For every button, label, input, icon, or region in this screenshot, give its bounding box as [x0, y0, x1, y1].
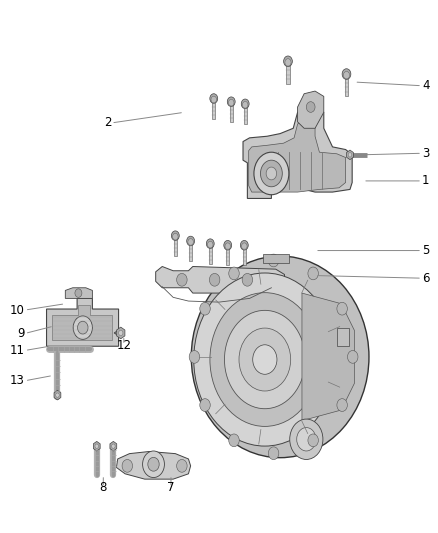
Circle shape [56, 393, 59, 397]
Polygon shape [155, 266, 285, 293]
Circle shape [177, 273, 187, 286]
Circle shape [242, 273, 253, 286]
Circle shape [224, 240, 232, 250]
Circle shape [268, 254, 279, 267]
Circle shape [261, 160, 283, 187]
Text: 3: 3 [422, 147, 429, 160]
Circle shape [254, 152, 289, 195]
Circle shape [200, 302, 210, 315]
Circle shape [347, 351, 358, 364]
Circle shape [239, 328, 291, 391]
Text: 4: 4 [422, 79, 430, 92]
Circle shape [229, 99, 234, 106]
Bar [226, 245, 229, 265]
Circle shape [227, 97, 235, 107]
Circle shape [95, 444, 99, 448]
Circle shape [209, 273, 220, 286]
Circle shape [210, 293, 320, 426]
Bar [174, 236, 177, 256]
Circle shape [240, 240, 248, 250]
Circle shape [337, 399, 347, 411]
Circle shape [225, 243, 230, 249]
Circle shape [189, 351, 200, 364]
Circle shape [241, 99, 249, 109]
Circle shape [308, 267, 318, 280]
Circle shape [348, 153, 352, 157]
Circle shape [290, 419, 323, 459]
Polygon shape [302, 293, 354, 421]
Circle shape [208, 241, 213, 248]
Bar [230, 102, 233, 122]
Circle shape [122, 459, 133, 472]
Circle shape [308, 434, 318, 447]
Text: 12: 12 [117, 338, 131, 352]
Polygon shape [117, 451, 191, 479]
Text: 11: 11 [10, 344, 25, 357]
Circle shape [210, 94, 218, 103]
Circle shape [285, 59, 291, 66]
Circle shape [229, 267, 239, 280]
Circle shape [73, 316, 92, 340]
Circle shape [194, 273, 336, 446]
Circle shape [119, 330, 123, 336]
Circle shape [224, 310, 305, 409]
Bar [286, 61, 290, 84]
Text: 10: 10 [10, 304, 25, 317]
Circle shape [229, 434, 239, 447]
Text: 9: 9 [17, 327, 25, 340]
Circle shape [243, 101, 248, 108]
Circle shape [171, 231, 179, 240]
Polygon shape [346, 150, 353, 160]
Text: 6: 6 [422, 272, 430, 285]
Bar [244, 104, 247, 124]
Bar [212, 99, 215, 119]
Circle shape [337, 302, 347, 315]
Text: 13: 13 [10, 374, 25, 387]
Circle shape [143, 451, 164, 478]
Bar [189, 241, 192, 261]
Bar [337, 328, 349, 346]
Polygon shape [249, 119, 346, 192]
Circle shape [206, 239, 214, 248]
Circle shape [343, 71, 350, 79]
Bar [345, 74, 348, 96]
Polygon shape [117, 327, 125, 339]
Bar [209, 244, 212, 264]
Circle shape [268, 447, 279, 459]
Circle shape [112, 444, 115, 448]
Polygon shape [297, 91, 324, 128]
Circle shape [253, 345, 277, 374]
Polygon shape [93, 441, 100, 451]
Circle shape [200, 399, 210, 411]
Polygon shape [52, 305, 112, 340]
Circle shape [284, 56, 292, 67]
Circle shape [187, 236, 194, 246]
Circle shape [342, 69, 351, 79]
Circle shape [75, 289, 82, 297]
Text: 8: 8 [99, 481, 107, 494]
Polygon shape [54, 390, 61, 400]
Polygon shape [65, 288, 92, 298]
Circle shape [306, 102, 315, 112]
Circle shape [297, 427, 316, 451]
Polygon shape [243, 107, 352, 198]
Circle shape [242, 243, 247, 249]
Circle shape [173, 233, 178, 240]
Text: 7: 7 [167, 481, 175, 494]
Polygon shape [46, 298, 119, 346]
Circle shape [266, 167, 277, 180]
Circle shape [177, 459, 187, 472]
Circle shape [188, 239, 193, 245]
Polygon shape [263, 254, 289, 263]
Circle shape [148, 457, 159, 471]
Text: 1: 1 [422, 174, 430, 188]
Circle shape [211, 96, 216, 103]
Text: 2: 2 [104, 117, 111, 130]
Bar [243, 245, 246, 265]
Circle shape [78, 321, 88, 334]
Ellipse shape [191, 256, 369, 458]
Text: 5: 5 [422, 244, 429, 257]
Polygon shape [110, 441, 117, 451]
